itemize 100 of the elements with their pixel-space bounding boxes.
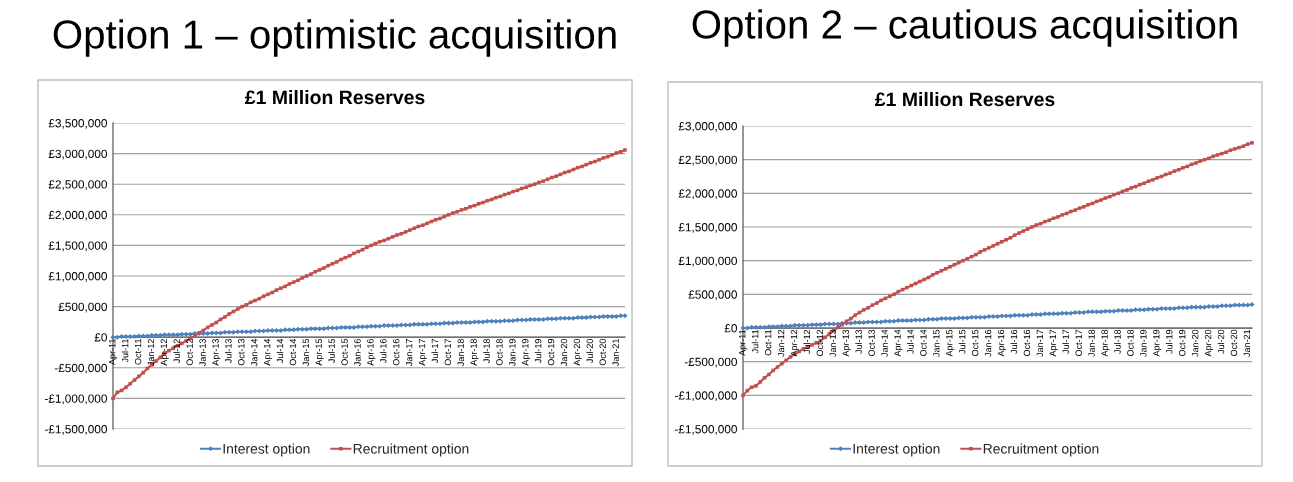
x-tick-label: Apr-20 [573,338,582,366]
x-tick-label: Apr-19 [522,339,531,366]
x-tick-label: Jan-12 [777,329,785,357]
x-tick-label: Apr-12 [160,339,169,366]
y-tick-label: -£500,000 [54,363,107,374]
x-tick-label: Apr-12 [790,329,799,357]
chart-title: Option 2 – cautious acquisition [692,9,1237,47]
x-tick-label: Jul-15 [328,338,335,364]
x-tick-label: Jan-19 [509,339,516,367]
y-tick-label: £0 [94,333,107,342]
x-tick-label: Jul-20 [586,338,593,364]
x-tick-label: Jan-13 [199,338,206,367]
x-tick-label: Jul-15 [958,329,966,354]
x-tick-label: Jul-12 [173,339,180,364]
legend-label: Recruitment option [353,443,469,457]
y-tick-label: £2,500,000 [48,180,107,190]
chart-title: Option 1 – optimistic acquisition [53,19,616,57]
x-tick-label: Jan-16 [984,329,992,357]
x-tick-label: Oct-14 [920,329,927,357]
x-tick-label: Oct-16 [393,338,400,366]
x-tick-label: Jan-19 [1140,329,1147,357]
y-tick-label: £2,000,000 [678,189,737,200]
x-tick-label: Jan-17 [1036,329,1044,357]
x-tick-label: Jan-18 [457,338,464,367]
y-tick-label: £1,000,000 [48,272,107,282]
x-tick-label: Oct-15 [971,329,979,357]
x-tick-label: Jan-14 [251,338,258,367]
x-tick-label: Jul-17 [431,339,439,364]
y-tick-label: £3,000,000 [678,122,737,132]
x-tick-label: Oct-17 [1075,329,1082,357]
x-tick-label: Jan-14 [881,329,888,357]
x-tick-label: Oct-19 [547,339,555,366]
x-tick-label: Jan-21 [1243,329,1251,357]
x-tick-label: Jul-14 [907,329,914,354]
x-tick-label: Jan-18 [1088,329,1095,357]
x-tick-label: Jul-12 [803,329,811,354]
x-tick-label: Jan-15 [933,329,940,357]
x-tick-label: Apr-15 [315,338,324,366]
x-tick-label: Apr-17 [1049,329,1058,357]
y-tick-label: -£1,000,000 [44,394,107,405]
y-tick-label: -£1,500,000 [44,425,107,435]
x-tick-label: Apr-14 [894,329,903,357]
y-tick-label: -£500,000 [684,357,737,368]
x-tick-label: Jul-18 [483,338,490,364]
x-tick-label: Oct-18 [496,338,503,366]
chart-subtitle: £1 Million Reserves [244,89,425,105]
x-tick-label: Apr-13 [842,329,851,357]
x-tick-label: Jul-13 [224,338,232,364]
x-tick-label: Apr-14 [264,338,273,366]
x-tick-label: Apr-11 [109,339,118,365]
legend-label: Interest option [853,443,940,457]
y-tick-label: £0 [724,324,737,333]
x-tick-label: Apr-15 [946,329,955,357]
x-tick-label: Apr-18 [1101,329,1110,357]
x-tick-label: Jan-16 [354,338,361,367]
x-tick-label: Jul-17 [1062,329,1069,354]
x-tick-label: Jul-19 [534,339,542,364]
x-tick-label: Oct-20 [1230,329,1238,357]
x-tick-label: Jan-21 [612,339,619,367]
x-tick-label: Oct-15 [341,338,348,366]
x-tick-label: Oct-18 [1127,329,1134,357]
y-tick-label: -£1,000,000 [674,391,737,402]
x-tick-label: Oct-16 [1023,329,1031,357]
x-tick-label: Jan-17 [406,339,413,367]
x-tick-label: Oct-14 [289,338,297,366]
x-tick-label: Apr-16 [997,329,1007,357]
x-tick-label: Jan-15 [302,338,310,367]
x-tick-label: Oct-11 [764,329,772,356]
y-tick-label: £500,000 [688,290,737,301]
x-tick-label: Oct-19 [1179,329,1186,357]
x-tick-label: Oct-13 [238,338,245,366]
x-tick-label: Apr-17 [418,339,427,366]
x-tick-label: Apr-11 [739,329,748,356]
legend-label: Recruitment option [983,443,1099,457]
x-tick-label: Jul-18 [1114,329,1121,354]
y-tick-label: £500,000 [58,302,107,313]
y-tick-label: £1,500,000 [678,223,737,233]
x-tick-label: Oct-12 [816,329,824,357]
x-tick-label: Jan-20 [560,338,568,367]
y-tick-label: £1,500,000 [48,241,107,252]
y-tick-label: -£1,500,000 [674,425,737,435]
x-tick-label: Oct-11 [134,339,142,365]
x-tick-label: Apr-18 [470,338,479,366]
x-tick-label: Apr-13 [212,338,221,366]
x-tick-label: Jul-11 [121,339,129,363]
chart-subtitle: £1 Million Reserves [874,91,1055,107]
x-tick-label: Jan-13 [829,329,837,357]
x-tick-label: Jan-12 [147,339,155,367]
y-tick-label: £3,500,000 [48,119,107,129]
x-tick-label: Jan-20 [1191,329,1199,357]
x-tick-label: Jul-16 [1010,329,1018,354]
x-tick-label: Jul-16 [379,338,387,364]
legend-label: Interest option [223,443,310,457]
x-tick-label: Apr-16 [367,338,376,366]
y-tick-label: £1,000,000 [678,256,737,267]
x-tick-label: Oct-13 [868,329,875,357]
x-tick-label: Jul-20 [1217,329,1225,354]
x-tick-label: Jul-19 [1165,329,1173,354]
x-tick-label: Oct-12 [186,339,193,366]
y-tick-label: £2,000,000 [48,210,107,221]
